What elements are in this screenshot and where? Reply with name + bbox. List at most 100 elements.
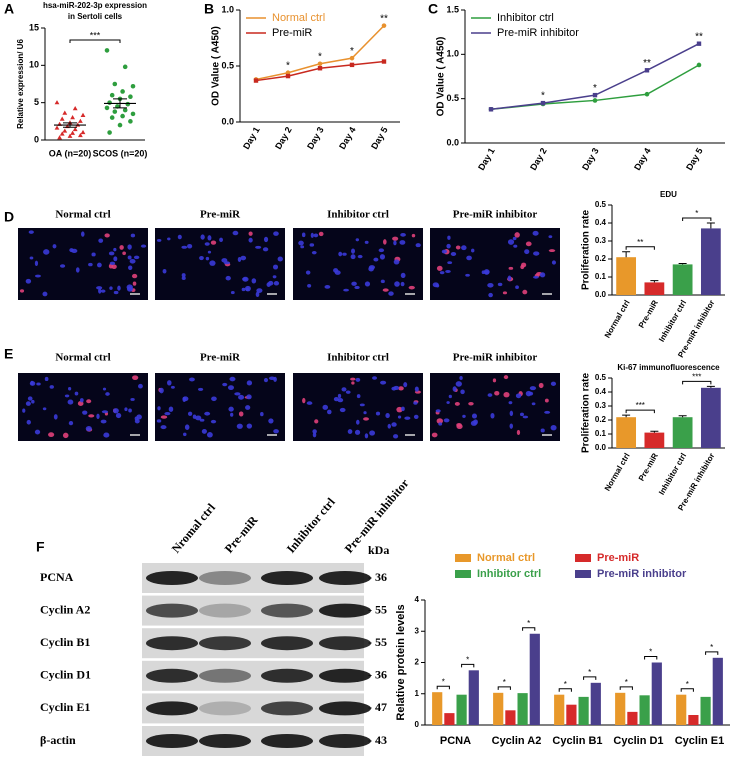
legend-label: Inhibitor ctrl: [477, 568, 541, 580]
cell-nucleus: [397, 415, 402, 419]
cell-nucleus: [211, 396, 217, 402]
y-tick-label: 1.5: [446, 4, 459, 14]
cell-nucleus: [189, 377, 195, 382]
legend-label: Normal ctrl: [272, 12, 325, 24]
panel-label: B: [204, 1, 214, 17]
cell-nucleus: [375, 411, 381, 416]
marker: [540, 100, 546, 106]
legend-label: Inhibitor ctrl: [497, 12, 554, 24]
cell-nucleus: [184, 424, 190, 430]
unit-label: kDa: [368, 543, 389, 557]
cell-nucleus: [22, 408, 26, 413]
cell-nucleus: [492, 378, 497, 383]
cell-nucleus: [167, 237, 171, 241]
x-tick-label: Day 2: [528, 146, 549, 172]
band: [199, 734, 251, 748]
cell-nucleus: [356, 419, 360, 425]
cell-nucleus: [431, 432, 438, 438]
y-tick-label: 0.5: [221, 60, 234, 70]
band: [319, 571, 371, 585]
error-bar: [678, 415, 687, 418]
band: [146, 603, 198, 618]
cell-nucleus: [229, 376, 236, 382]
x-tick-label: Normal ctrl: [603, 452, 632, 493]
size-label: - 36: [368, 570, 387, 584]
cell-nucleus: [69, 248, 74, 253]
cell-nucleus: [262, 247, 269, 252]
significance-bracket: [583, 676, 597, 680]
chart-title: Ki-67 immunofluorescence: [617, 363, 720, 372]
cell-nucleus: [207, 235, 212, 241]
point: [122, 64, 128, 70]
band: [146, 668, 198, 683]
size-label: - 43: [368, 733, 387, 747]
band: [319, 668, 371, 683]
cell-nucleus: [19, 289, 25, 293]
band: [319, 603, 371, 618]
chart-title: EDU: [660, 190, 677, 199]
cell-nucleus: [25, 401, 31, 406]
cell-nucleus: [488, 292, 493, 298]
cell-nucleus: [298, 240, 304, 246]
cell-nucleus: [438, 422, 443, 426]
cell-nucleus: [228, 406, 234, 412]
cell-nucleus: [516, 429, 521, 436]
bar: [616, 417, 637, 448]
cell-nucleus: [368, 266, 374, 272]
cell-nucleus: [400, 272, 406, 279]
cell-nucleus: [490, 412, 495, 419]
cell-nucleus: [339, 407, 346, 413]
y-tick-label: 0.4: [595, 387, 607, 396]
cell-nucleus: [222, 382, 228, 387]
cell-nucleus: [201, 429, 207, 434]
cell-nucleus: [88, 414, 95, 418]
micrograph-title: Pre-miR: [200, 209, 241, 221]
y-axis-label: Proliferation rate: [581, 210, 592, 290]
y-tick-label: 10: [29, 60, 39, 70]
cell-nucleus: [503, 375, 509, 380]
cell-nucleus: [200, 234, 205, 240]
x-tick-label: Day 3: [580, 146, 601, 172]
cell-nucleus: [29, 256, 34, 260]
bar: [639, 695, 650, 725]
cell-nucleus: [515, 285, 519, 290]
cell-nucleus: [525, 241, 532, 247]
cell-nucleus: [380, 279, 385, 284]
band: [199, 701, 251, 716]
cell-nucleus: [246, 380, 253, 386]
cell-nucleus: [322, 404, 329, 410]
significance-bracket: [619, 686, 633, 690]
cell-nucleus: [199, 255, 204, 261]
cell-nucleus: [273, 376, 277, 382]
bar: [700, 696, 711, 725]
cell-nucleus: [230, 290, 235, 295]
cell-nucleus: [305, 270, 311, 275]
error-bar: [650, 430, 659, 433]
significance: ***: [90, 30, 101, 40]
significance: *: [593, 83, 597, 94]
cell-nucleus: [311, 250, 317, 255]
cell-nucleus: [225, 275, 231, 281]
cell-nucleus: [455, 245, 461, 250]
cell-nucleus: [380, 380, 387, 385]
cell-nucleus: [468, 402, 474, 406]
y-axis-label: Relative protein levels: [395, 604, 407, 720]
x-tick-label: OA (n=20): [49, 148, 91, 158]
cell-nucleus: [260, 412, 264, 417]
cell-nucleus: [364, 433, 369, 439]
bar: [651, 662, 662, 725]
panel-label: D: [4, 209, 14, 225]
y-tick-label: 0.0: [221, 116, 234, 126]
cell-nucleus: [230, 412, 234, 417]
cell-nucleus: [27, 396, 33, 401]
cell-nucleus: [277, 256, 283, 262]
cell-nucleus: [221, 258, 228, 263]
band: [319, 734, 371, 748]
error-bar: [706, 222, 715, 229]
cell-nucleus: [113, 408, 119, 414]
cell-nucleus: [350, 377, 356, 381]
significance-bracket: [436, 685, 450, 690]
cell-nucleus: [59, 264, 66, 268]
cell-nucleus: [301, 232, 306, 238]
cell-nucleus: [102, 387, 107, 391]
